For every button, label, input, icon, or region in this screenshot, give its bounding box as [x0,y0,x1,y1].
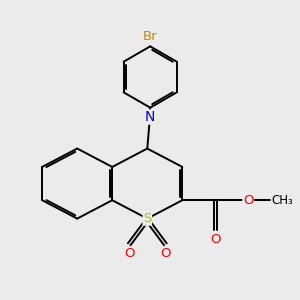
Text: O: O [160,247,171,260]
Text: O: O [124,247,134,260]
Text: S: S [143,212,152,225]
Text: Br: Br [143,30,158,43]
Text: O: O [210,233,220,246]
Text: O: O [243,194,254,207]
Text: N: N [145,110,155,124]
Text: CH₃: CH₃ [271,194,293,207]
